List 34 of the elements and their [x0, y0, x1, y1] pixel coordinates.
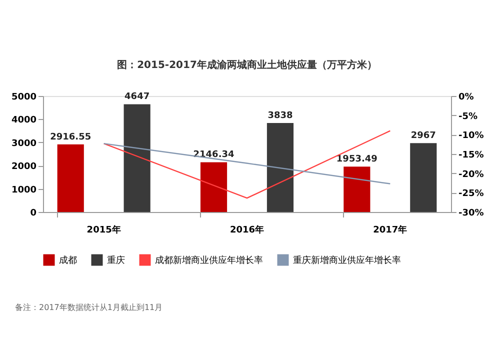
data-label: 2967	[410, 131, 436, 142]
y-tick-label: 2000	[11, 162, 36, 172]
x-tick-label: 2015年	[86, 224, 121, 236]
x-tick-label: 2017年	[373, 224, 408, 236]
data-label: 2916.55	[50, 132, 92, 142]
y2-tick-label: -10%	[458, 131, 484, 142]
x-tick-label: 2016年	[230, 224, 264, 236]
bar	[344, 166, 370, 212]
data-label: 1953.49	[336, 154, 378, 165]
y-tick-label: 0	[30, 208, 36, 218]
data-label: 2146.34	[193, 150, 234, 160]
bar	[124, 104, 150, 212]
chart-title: 图：2015-2017年成渝两城商业土地供应量（万平方米）	[117, 59, 377, 71]
y2-tick-label: -20%	[458, 170, 484, 180]
bar	[266, 122, 294, 212]
text: 备注：2017年数据统计从1月截止到11月	[15, 303, 163, 312]
y2-tick-label: -30%	[458, 208, 484, 218]
bar	[57, 144, 84, 212]
legend-label: 成都	[59, 255, 77, 266]
data-label: 4647	[124, 92, 150, 102]
y2-tick-label: 0%	[458, 92, 474, 102]
y2-tick-label: -25%	[458, 189, 484, 200]
legend-label: 成都新增商业供应年增长率	[155, 255, 263, 266]
y-tick-label: 4000	[11, 116, 36, 126]
y2-tick-label: -5%	[458, 112, 478, 122]
legend-label: 重庆	[107, 255, 125, 266]
y-tick-label: 5000	[11, 92, 36, 102]
y-tick-label: 1000	[11, 185, 36, 196]
data-label: 3838	[268, 110, 293, 121]
legend-label: 重庆新增商业供应年增长率	[293, 255, 401, 266]
y2-tick-label: -15%	[458, 150, 484, 160]
y-tick-label: 3000	[11, 138, 36, 149]
bar	[200, 162, 228, 212]
bar	[410, 143, 437, 212]
